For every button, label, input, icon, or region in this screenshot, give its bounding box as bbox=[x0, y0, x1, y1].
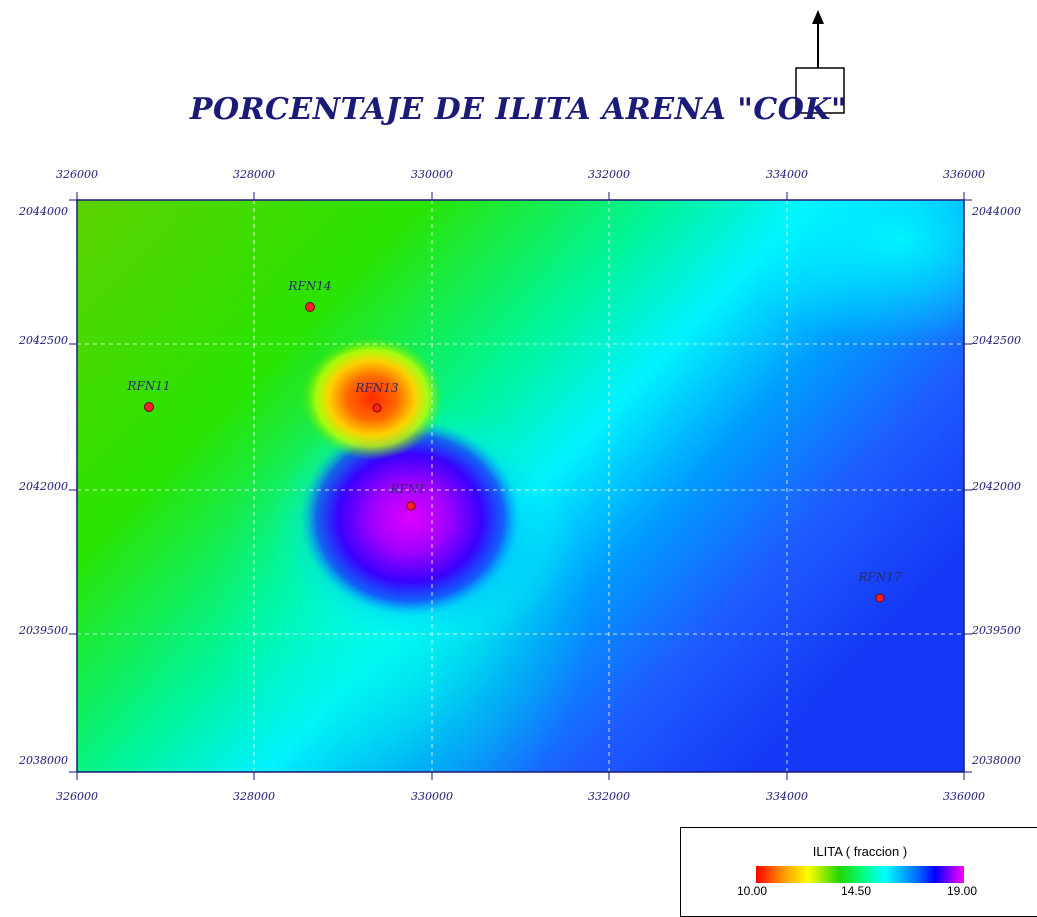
well-label: RFN17 bbox=[857, 570, 901, 584]
y-tick-left: 2042000 bbox=[18, 480, 68, 493]
well-label: RFN1 bbox=[389, 482, 426, 496]
x-tick-top: 334000 bbox=[766, 168, 808, 181]
well-label: RFN14 bbox=[287, 279, 331, 293]
well-dot-icon bbox=[875, 593, 885, 603]
x-tick-top: 326000 bbox=[56, 168, 98, 181]
grid-lines bbox=[77, 200, 964, 772]
x-tick-top: 328000 bbox=[233, 168, 275, 181]
x-tick-bottom: 326000 bbox=[56, 790, 98, 803]
y-tick-left: 2042500 bbox=[18, 334, 68, 347]
well-dot-icon bbox=[372, 403, 382, 413]
x-tick-top: 332000 bbox=[588, 168, 630, 181]
x-tick-bottom: 332000 bbox=[588, 790, 630, 803]
y-tick-right: 2044000 bbox=[971, 205, 1021, 218]
well-label: RFN13 bbox=[354, 381, 398, 395]
map-surface bbox=[77, 200, 964, 772]
legend-title: ILITA ( fraccion ) bbox=[812, 844, 908, 859]
well-dot-icon bbox=[406, 501, 416, 511]
x-tick-top: 330000 bbox=[411, 168, 453, 181]
well-marker[interactable]: RFN13 bbox=[354, 381, 399, 413]
legend: ILITA ( fraccion ) 10.00 14.50 19.00 bbox=[680, 827, 1037, 917]
well-dot-icon bbox=[144, 402, 154, 412]
legend-min-label: 10.00 bbox=[737, 884, 768, 898]
x-tick-bottom: 330000 bbox=[411, 790, 453, 803]
y-tick-left: 2044000 bbox=[18, 205, 68, 218]
x-tick-bottom: 334000 bbox=[766, 790, 808, 803]
y-tick-right: 2038000 bbox=[971, 754, 1021, 767]
contour-map[interactable]: 326000 328000 330000 332000 334000 33600… bbox=[0, 150, 1037, 810]
legend-color-bar bbox=[756, 866, 964, 883]
y-tick-right: 2039500 bbox=[971, 624, 1021, 637]
well-marker[interactable]: RFN1 bbox=[389, 482, 426, 511]
x-tick-top: 336000 bbox=[943, 168, 985, 181]
well-marker[interactable]: RFN14 bbox=[287, 279, 332, 312]
y-tick-right: 2042500 bbox=[971, 334, 1021, 347]
map-frame bbox=[76, 199, 965, 773]
north-arrow-icon bbox=[795, 10, 845, 114]
x-tick-bottom: 328000 bbox=[233, 790, 275, 803]
map-title: PORCENTAJE DE ILITA ARENA "COK" bbox=[189, 92, 848, 127]
tick-marks bbox=[69, 192, 972, 780]
well-label: RFN11 bbox=[126, 379, 170, 393]
x-tick-bottom: 336000 bbox=[943, 790, 985, 803]
legend-mid-label: 14.50 bbox=[841, 884, 872, 898]
well-dot-icon bbox=[305, 302, 315, 312]
y-tick-left: 2038000 bbox=[18, 754, 68, 767]
well-marker[interactable]: RFN17 bbox=[857, 570, 902, 603]
legend-max-label: 19.00 bbox=[947, 884, 978, 898]
well-marker[interactable]: RFN11 bbox=[126, 379, 171, 412]
y-tick-left: 2039500 bbox=[18, 624, 68, 637]
y-tick-right: 2042000 bbox=[971, 480, 1021, 493]
